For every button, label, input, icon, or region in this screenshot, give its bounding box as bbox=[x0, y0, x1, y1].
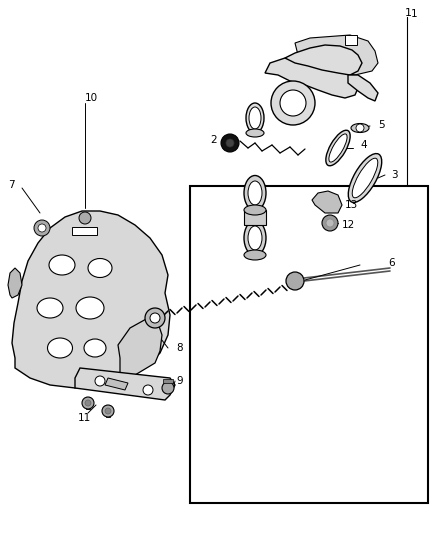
Text: 7: 7 bbox=[8, 180, 14, 190]
Bar bbox=[86, 397, 90, 409]
Text: 1: 1 bbox=[405, 8, 412, 18]
Polygon shape bbox=[75, 368, 175, 400]
Polygon shape bbox=[285, 45, 362, 75]
Circle shape bbox=[271, 81, 315, 125]
Ellipse shape bbox=[244, 250, 266, 260]
Text: 5: 5 bbox=[378, 120, 385, 130]
Circle shape bbox=[105, 408, 111, 414]
Bar bbox=[72, 227, 97, 235]
Circle shape bbox=[280, 90, 306, 116]
Polygon shape bbox=[348, 75, 378, 101]
Ellipse shape bbox=[84, 339, 106, 357]
Circle shape bbox=[82, 397, 94, 409]
Text: 6: 6 bbox=[388, 258, 395, 268]
Polygon shape bbox=[265, 58, 358, 98]
Circle shape bbox=[85, 400, 91, 406]
Polygon shape bbox=[12, 211, 170, 388]
Ellipse shape bbox=[329, 134, 347, 162]
Circle shape bbox=[322, 215, 338, 231]
Text: 13: 13 bbox=[345, 200, 358, 210]
Circle shape bbox=[226, 139, 234, 147]
Circle shape bbox=[150, 313, 160, 323]
Ellipse shape bbox=[248, 181, 262, 205]
Bar bbox=[345, 35, 357, 45]
Ellipse shape bbox=[348, 154, 382, 203]
Text: 10: 10 bbox=[85, 93, 98, 103]
Polygon shape bbox=[105, 378, 128, 390]
Ellipse shape bbox=[351, 124, 369, 133]
Text: 4: 4 bbox=[360, 140, 367, 150]
Bar bbox=[163, 379, 173, 383]
Text: 9: 9 bbox=[176, 376, 183, 386]
Ellipse shape bbox=[37, 298, 63, 318]
Text: 1: 1 bbox=[411, 9, 417, 19]
Ellipse shape bbox=[352, 158, 378, 198]
Ellipse shape bbox=[49, 255, 75, 275]
Circle shape bbox=[34, 220, 50, 236]
Circle shape bbox=[221, 134, 239, 152]
Circle shape bbox=[79, 212, 91, 224]
Circle shape bbox=[145, 308, 165, 328]
Circle shape bbox=[356, 124, 364, 132]
Ellipse shape bbox=[244, 175, 266, 211]
Ellipse shape bbox=[88, 259, 112, 278]
Polygon shape bbox=[8, 268, 22, 298]
Ellipse shape bbox=[326, 130, 350, 166]
Circle shape bbox=[143, 385, 153, 395]
Bar bbox=[190, 186, 428, 503]
Ellipse shape bbox=[248, 226, 262, 250]
Circle shape bbox=[326, 219, 334, 227]
Bar bbox=[106, 405, 110, 417]
Ellipse shape bbox=[244, 221, 266, 255]
Polygon shape bbox=[118, 318, 162, 378]
Ellipse shape bbox=[244, 205, 266, 215]
Polygon shape bbox=[312, 191, 342, 213]
Text: 12: 12 bbox=[342, 220, 355, 230]
Ellipse shape bbox=[76, 297, 104, 319]
Circle shape bbox=[162, 382, 174, 394]
Ellipse shape bbox=[47, 338, 73, 358]
Circle shape bbox=[286, 272, 304, 290]
Text: 11: 11 bbox=[78, 413, 91, 423]
Text: 2: 2 bbox=[210, 135, 217, 145]
Circle shape bbox=[95, 376, 105, 386]
Text: 8: 8 bbox=[176, 343, 183, 353]
Bar bbox=[244, 210, 266, 225]
Text: 3: 3 bbox=[391, 170, 398, 180]
Polygon shape bbox=[295, 35, 378, 75]
Ellipse shape bbox=[246, 129, 264, 137]
Ellipse shape bbox=[246, 103, 264, 133]
Circle shape bbox=[38, 224, 46, 232]
Circle shape bbox=[102, 405, 114, 417]
Ellipse shape bbox=[249, 107, 261, 129]
